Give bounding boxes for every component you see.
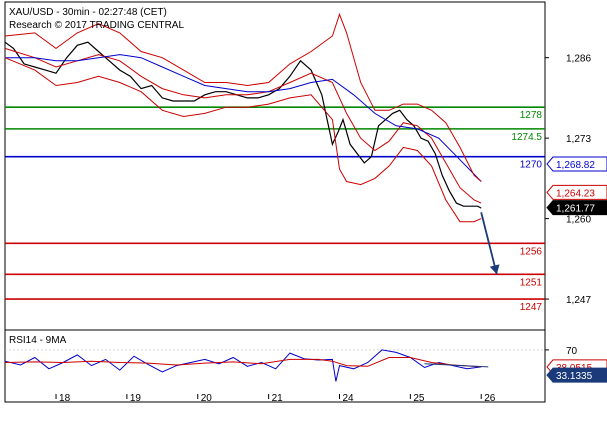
plot-frame (4, 1, 546, 403)
x-tick-label-1: 19 (130, 393, 142, 404)
price-panel: 1278 1274.5 1270 1256 1251 1247 (4, 12, 545, 313)
rsi-title: RSI14 - 9MA (9, 335, 67, 346)
chart-title: XAU/USD - 30min - 02:27:48 (CET) (9, 7, 167, 18)
y-tick-label-1: 1,273 (566, 134, 591, 145)
price-tag-box-0 (546, 156, 607, 172)
rsi-series-rsi-trend (424, 363, 489, 368)
x-tick-label-0: 18 (59, 393, 71, 404)
x-tick-label-6: 26 (484, 393, 496, 404)
x-tick-label-3: 21 (272, 393, 284, 404)
y-tick-label-2: 1,260 (566, 215, 591, 226)
level-label-3: 1256 (520, 246, 543, 257)
level-label-1: 1274.5 (511, 132, 542, 143)
rsi-series-rsi (4, 349, 482, 382)
price-tag-label-2: 1,261.77 (556, 204, 595, 215)
y-tick-label-0: 1,286 (566, 54, 591, 65)
price-series-forecast (480, 212, 498, 275)
price-tag-label-0: 1,268.82 (556, 160, 595, 171)
axes: 1,286 1,273 1,260 1,247 70 1,268.82 1,264.23 1,… (55, 54, 607, 404)
x-tick-label-4: 24 (342, 393, 354, 404)
price-tag-box-2 (546, 200, 607, 216)
level-label-4: 1251 (520, 277, 543, 288)
x-tick-label-2: 20 (201, 393, 213, 404)
rsi-tag-label-1: 33.1335 (556, 371, 593, 382)
y-tick-label-3: 1,247 (566, 295, 591, 306)
rsi-tick-label-0: 70 (566, 346, 578, 357)
level-label-0: 1278 (520, 110, 543, 121)
price-tag-label-1: 1,264.23 (556, 188, 595, 199)
price-tag-box-1 (546, 184, 607, 200)
level-label-5: 1247 (520, 302, 543, 313)
rsi-tag-box-1 (546, 367, 607, 383)
level-label-2: 1270 (520, 160, 543, 171)
price-series-bollinger-lower (4, 57, 482, 223)
price-series-bollinger-upper (4, 12, 482, 182)
rsi-panel (4, 349, 545, 382)
price-series-ma-slow (5, 54, 482, 182)
copyright-text: Research © 2017 TRADING CENTRAL (9, 20, 184, 31)
price-series-price (4, 41, 482, 209)
rsi-series-rsi-ma (4, 357, 482, 368)
forecast-arrowhead (489, 264, 500, 275)
x-tick-label-5: 25 (413, 393, 425, 404)
